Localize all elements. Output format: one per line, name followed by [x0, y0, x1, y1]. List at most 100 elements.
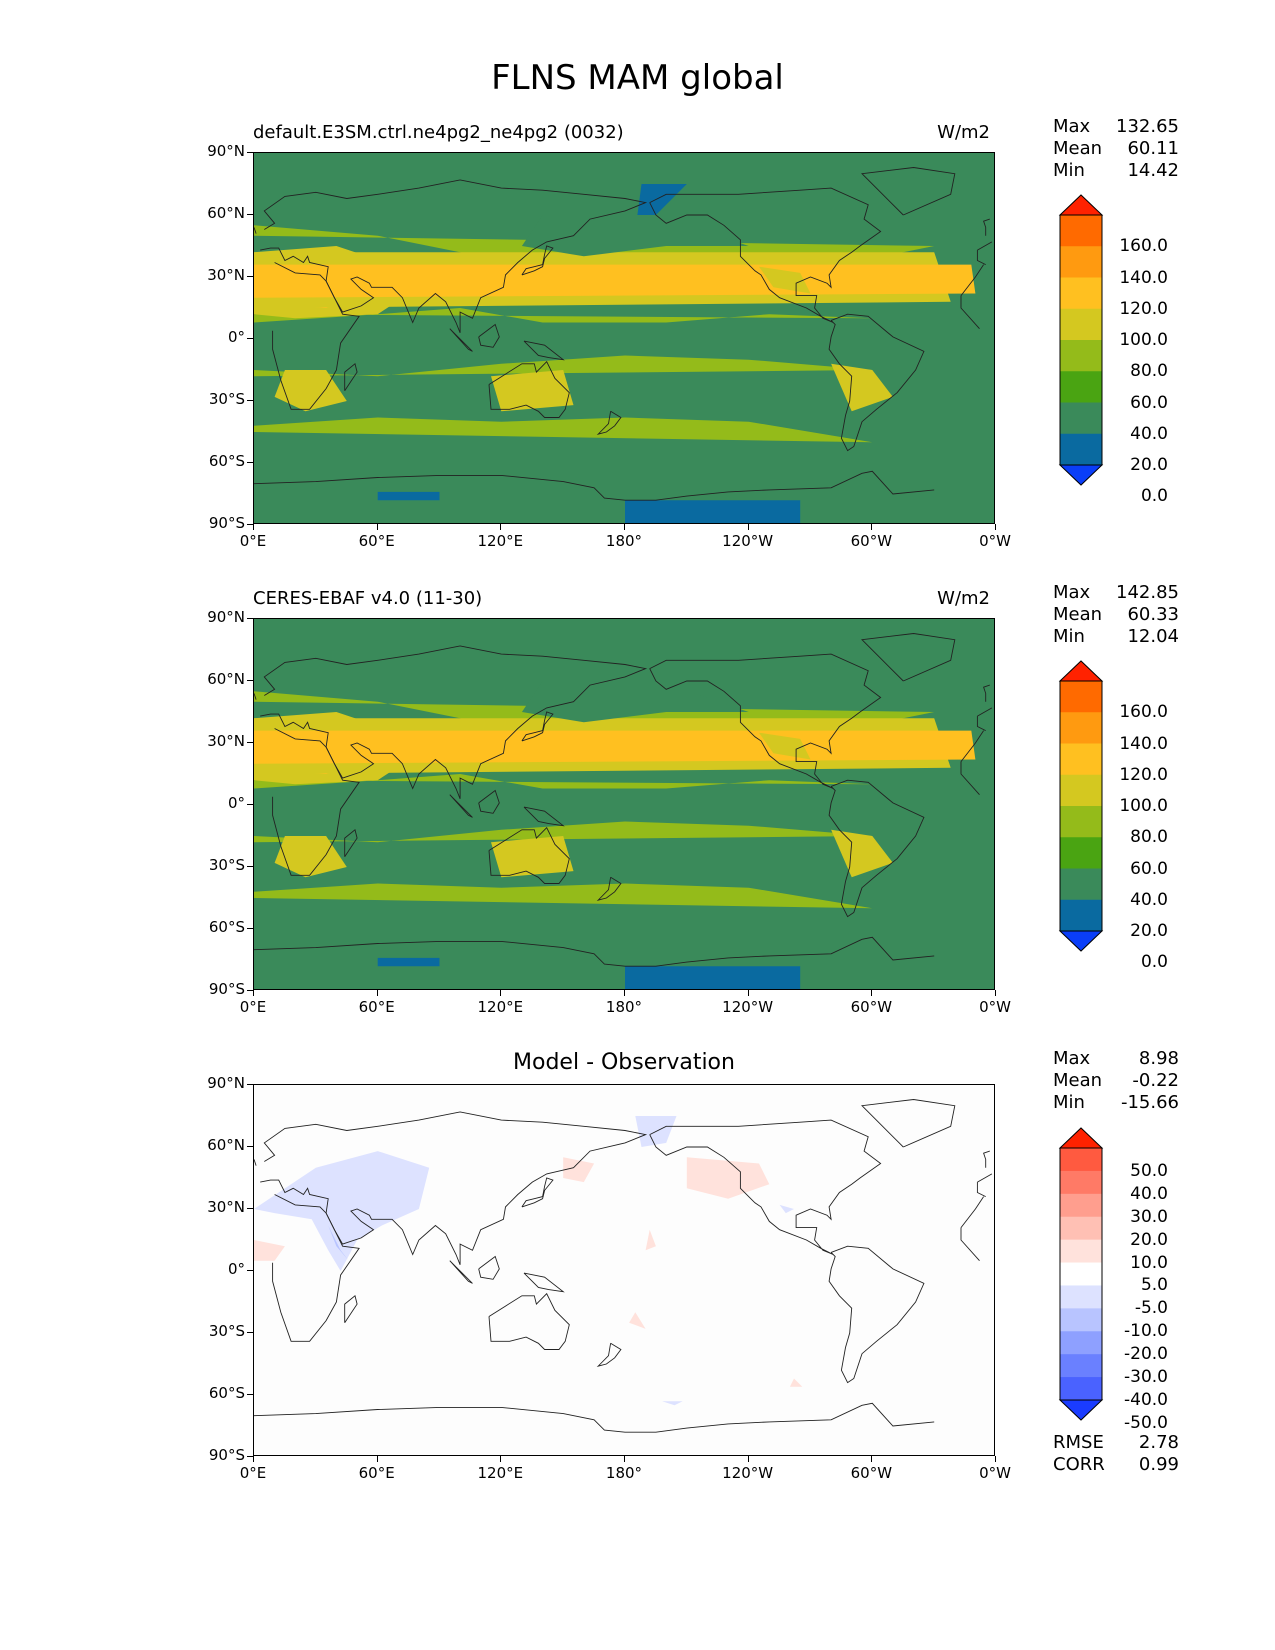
- panel-3-metrics: RMSE 2.78 CORR 0.99: [1053, 1432, 1179, 1476]
- contour-region: [637, 184, 687, 215]
- contour-region: [254, 264, 976, 298]
- lon-tick-label: 0°W: [979, 1464, 1011, 1482]
- colorbar-tick-label: 20.0: [1130, 1229, 1168, 1250]
- stat-max-value: 132.65: [1116, 116, 1179, 137]
- coastline: [861, 633, 956, 682]
- panel-2-map: [253, 618, 995, 990]
- colorbar-tick-label: 30.0: [1130, 1206, 1168, 1227]
- stat-mean-value: 60.33: [1127, 604, 1179, 625]
- colorbar-tick-label: 0.0: [1140, 952, 1168, 973]
- lon-tick-mark: [376, 990, 378, 996]
- field-background: [254, 1085, 994, 1455]
- lat-tick-mark: [247, 152, 253, 153]
- lat-tick-mark: [247, 214, 253, 215]
- lat-tick-mark: [247, 804, 253, 805]
- coastline: [861, 167, 956, 216]
- colorbar-segment: [1060, 743, 1102, 776]
- lon-tick-label: 120°E: [477, 998, 524, 1016]
- lat-tick-mark: [247, 524, 253, 525]
- contour-region: [254, 821, 873, 909]
- lat-tick-mark: [247, 1332, 253, 1333]
- colorbar-tick-label: -40.0: [1124, 1390, 1168, 1410]
- lon-tick-mark: [376, 524, 378, 530]
- lon-tick-label: 60°W: [850, 532, 893, 550]
- lon-tick-mark: [624, 524, 625, 530]
- colorbar-segment: [1060, 712, 1102, 744]
- coastline: [488, 826, 570, 884]
- coastlines: [254, 167, 993, 501]
- coastline: [254, 218, 990, 236]
- rmse-value: 2.78: [1138, 1432, 1179, 1453]
- coastline: [272, 262, 984, 410]
- coastline: [521, 245, 554, 276]
- lat-tick-label: 0°: [227, 794, 245, 812]
- coastline: [478, 789, 500, 814]
- colorbar-segment: [1060, 1308, 1102, 1332]
- lat-tick-label: 90°N: [207, 142, 245, 160]
- lat-tick-label: 30°N: [207, 1198, 245, 1216]
- colorbar-extend-min: [1058, 1399, 1104, 1421]
- lon-tick-mark: [747, 524, 749, 530]
- lon-tick-mark: [995, 990, 996, 996]
- coastline: [488, 360, 570, 418]
- colorbar-segment: [1060, 868, 1102, 901]
- lat-tick-label: 90°N: [207, 1074, 245, 1092]
- colorbar-tick-label: 40.0: [1130, 889, 1168, 910]
- lon-tick-mark: [376, 1456, 378, 1462]
- lon-tick-label: 180°: [605, 1464, 643, 1482]
- panel-1-title: default.E3SM.ctrl.ne4pg2_ne4pg2 (0032): [253, 122, 624, 143]
- colorbar-tick-label: 40.0: [1130, 423, 1168, 444]
- colorbar-frame: [1059, 214, 1103, 466]
- lon-tick-label: 180°: [605, 998, 643, 1016]
- colorbar-tick-label: 160.0: [1119, 236, 1168, 257]
- lat-tick-mark: [247, 928, 253, 929]
- lat-tick-label: 60°N: [207, 670, 245, 688]
- lon-tick-mark: [995, 524, 996, 530]
- colorbar-extend-max: [1058, 1127, 1104, 1149]
- colorbar-tick-label: 100.0: [1119, 330, 1168, 350]
- colorbar-frame: [1059, 680, 1103, 932]
- colorbar-tick-label: 160.0: [1119, 702, 1168, 723]
- lon-tick-mark: [624, 990, 625, 996]
- coastline: [254, 684, 990, 702]
- stat-min-value: 12.04: [1127, 626, 1179, 647]
- contour-region: [625, 966, 801, 989]
- colorbar-segment: [1060, 277, 1102, 310]
- lon-tick-label: 120°W: [722, 1464, 774, 1482]
- lat-tick-label: 90°S: [208, 980, 245, 998]
- lon-tick-label: 0°E: [239, 532, 267, 550]
- lat-tick-mark: [247, 1270, 253, 1271]
- colorbar-tick-label: 20.0: [1130, 455, 1168, 475]
- lat-tick-mark: [247, 1146, 253, 1147]
- colorbar-tick-label: -10.0: [1124, 1321, 1168, 1342]
- lat-tick-label: 30°S: [208, 856, 245, 874]
- colorbar-tick-label: 60.0: [1130, 392, 1168, 413]
- stat-min-value: -15.66: [1120, 1092, 1179, 1113]
- field-background: [254, 153, 994, 523]
- lat-tick-mark: [247, 338, 253, 339]
- lat-tick-label: 90°S: [208, 1446, 245, 1464]
- panel-1-map: [253, 152, 995, 524]
- colorbar-frame: [1059, 1147, 1103, 1401]
- panel-1-units: W/m2: [937, 122, 990, 143]
- lon-tick-mark: [253, 1456, 254, 1462]
- coastline: [649, 187, 882, 323]
- stat-mean-label: Mean: [1053, 1070, 1103, 1091]
- contour-region: [274, 370, 347, 412]
- colorbar-tick-label: -5.0: [1134, 1298, 1168, 1319]
- panel-1-stats: Max 132.65 Mean 60.11 Min 14.42: [1053, 116, 1179, 182]
- lon-tick-mark: [871, 990, 873, 996]
- lat-tick-mark: [247, 618, 253, 619]
- coastline: [254, 1402, 935, 1433]
- colorbar-segment: [1060, 774, 1102, 807]
- contour-region: [254, 730, 976, 764]
- coastline: [828, 779, 925, 918]
- lon-tick-mark: [995, 1456, 996, 1462]
- coastline: [649, 653, 882, 789]
- coastline: [521, 711, 554, 742]
- colorbar-tick-label: 40.0: [1130, 1183, 1168, 1204]
- figure-title: FLNS MAM global: [491, 58, 784, 98]
- lat-tick-label: 30°N: [207, 732, 245, 750]
- coastline: [254, 936, 935, 967]
- lon-tick-label: 60°E: [358, 998, 395, 1016]
